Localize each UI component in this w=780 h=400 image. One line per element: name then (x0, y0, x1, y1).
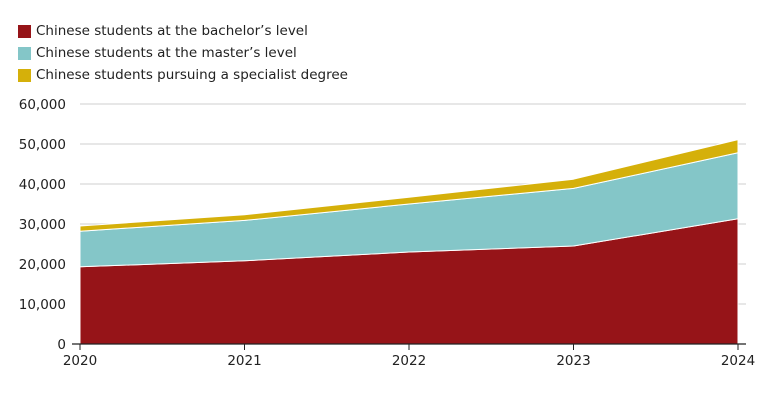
x-tick-label-0: 2020 (63, 353, 97, 369)
x-tick-label-4: 2024 (721, 353, 755, 369)
legend-label-master: Chinese students at the master’s level (36, 45, 297, 61)
legend-item-master: Chinese students at the master’s level (18, 42, 348, 64)
legend-item-specialist: Chinese students pursuing a specialist d… (18, 64, 348, 86)
x-tick-label-3: 2023 (556, 353, 590, 369)
x-tick-label-1: 2021 (227, 353, 261, 369)
legend-swatch-bachelor (18, 24, 31, 38)
legend-label-specialist: Chinese students pursuing a specialist d… (36, 67, 348, 83)
y-tick-label-4: 40,000 (19, 177, 66, 193)
y-tick-label-3: 30,000 (19, 217, 66, 233)
area-series-2 (79, 139, 739, 232)
y-tick-label-0: 0 (57, 337, 66, 353)
legend-swatch-specialist (18, 68, 31, 82)
y-tick-label-2: 20,000 (19, 257, 66, 273)
legend-swatch-master (18, 46, 31, 60)
x-tick-label-2: 2022 (392, 353, 426, 369)
legend-item-bachelor: Chinese students at the bachelor’s level (18, 20, 348, 42)
y-tick-label-1: 10,000 (19, 297, 66, 313)
legend-label-bachelor: Chinese students at the bachelor’s level (36, 23, 308, 39)
chart-legend: Chinese students at the bachelor’s level… (18, 20, 348, 86)
y-tick-label-5: 50,000 (19, 137, 66, 153)
y-tick-label-6: 60,000 (19, 97, 66, 113)
